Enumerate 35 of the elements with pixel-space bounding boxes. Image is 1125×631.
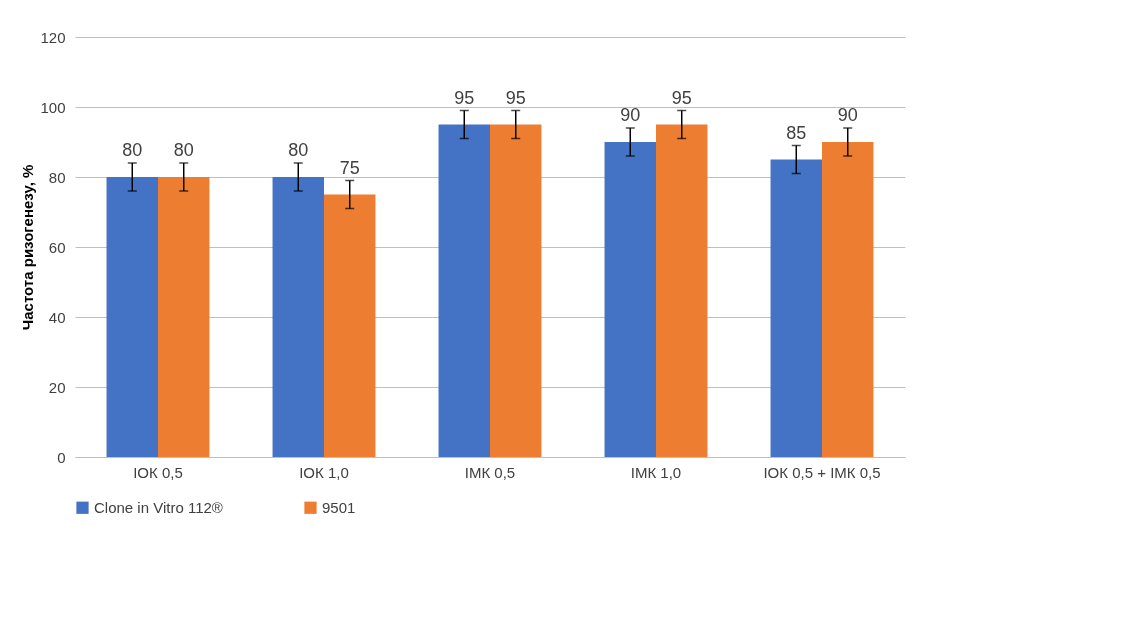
x-tick-label: ІОК 1,0 <box>299 463 349 481</box>
y-axis-title: Частота ризогенезу, % <box>19 164 37 331</box>
y-tick-label: 100 <box>40 98 66 116</box>
data-label: 80 <box>122 140 143 160</box>
data-label: 85 <box>786 122 807 143</box>
x-tick-label: ІОК 0,5 + ІМК 0,5 <box>763 463 881 481</box>
y-tick-label: 120 <box>40 28 66 46</box>
y-tick-label: 20 <box>48 378 66 396</box>
data-label: 95 <box>505 87 526 108</box>
bar <box>158 177 210 457</box>
data-label: 95 <box>671 87 692 108</box>
data-label: 80 <box>173 140 194 160</box>
data-label: 80 <box>288 140 309 160</box>
y-tick-label: 0 <box>57 448 66 466</box>
legend-label: 9501 <box>322 498 356 516</box>
legend-label: Clone in Vitro 112® <box>94 498 223 516</box>
y-tick-label: 80 <box>48 168 66 186</box>
bar <box>438 124 490 457</box>
data-label: 90 <box>837 105 858 125</box>
bar <box>324 194 376 457</box>
bar <box>822 142 874 457</box>
x-tick-label: ІОК 0,5 <box>133 463 183 481</box>
data-label: 75 <box>339 157 360 178</box>
x-tick-label: ІМК 1,0 <box>630 463 682 481</box>
bar <box>272 177 324 457</box>
bar <box>490 124 542 457</box>
data-label: 90 <box>620 105 641 125</box>
data-label: 95 <box>454 87 475 108</box>
bar <box>770 159 822 457</box>
bar <box>106 177 158 457</box>
bar <box>656 124 708 457</box>
y-tick-label: 40 <box>48 308 66 326</box>
bar <box>604 142 656 457</box>
x-tick-label: ІМК 0,5 <box>464 463 516 481</box>
y-tick-label: 60 <box>48 238 66 256</box>
